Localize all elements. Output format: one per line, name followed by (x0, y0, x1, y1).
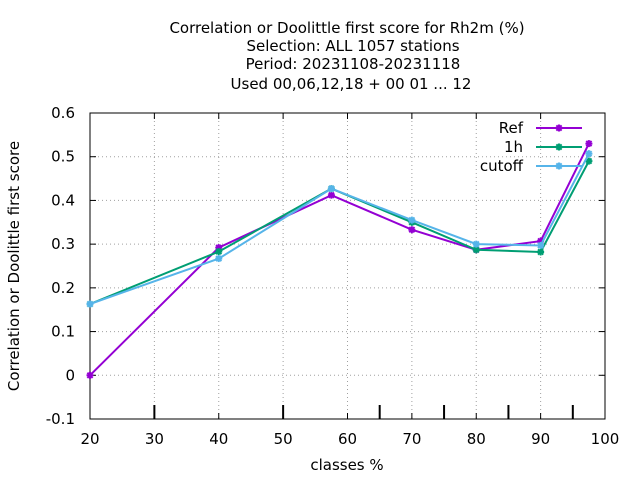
data-point-stroke (328, 185, 335, 192)
data-point (585, 157, 593, 165)
grid (90, 113, 605, 419)
data-point-stroke (408, 216, 416, 224)
data-point-stroke (472, 240, 480, 248)
data-point (86, 371, 94, 379)
x-axis-label: classes % (310, 456, 383, 474)
tick-labels: 20 30 40 50 60 70 80 90 100 -0.1 0 0.1 0.2 0.3 0.4 0.5 0… (46, 104, 620, 448)
data-point (537, 248, 545, 256)
x-tick-label: 20 (80, 430, 99, 448)
y-tick-label: -0.1 (46, 410, 75, 428)
data-point-stroke (585, 157, 593, 165)
title-line-4: Used 00,06,12,18 + 00 01 ... 12 (231, 75, 472, 93)
x-tick-label: 40 (209, 430, 228, 448)
data-point-stroke (585, 140, 593, 147)
y-axis-label: Correlation or Doolittle first score (5, 141, 23, 391)
data-point-stroke (555, 162, 563, 170)
axis-ticks (89, 112, 606, 420)
data-point (215, 248, 223, 256)
series-Ref (86, 140, 593, 379)
y-tick-label: 0.2 (51, 279, 75, 297)
data-point-stroke (537, 242, 544, 249)
data-point (585, 140, 593, 148)
data-point-stroke (328, 191, 335, 199)
title-line-1: Correlation or Doolittle first score for… (169, 19, 524, 37)
data-point-stroke (215, 255, 223, 262)
x-tick-label: 80 (467, 430, 486, 448)
series-cutoff (86, 150, 593, 308)
data-point (327, 191, 335, 199)
data-point-stroke (555, 143, 563, 151)
series-1h (86, 157, 593, 308)
data-point (472, 240, 480, 248)
data-point (86, 300, 94, 308)
x-tick-label: 30 (145, 430, 164, 448)
legend-label: 1h (504, 138, 523, 156)
x-tick-label: 70 (402, 430, 421, 448)
legend-label: Ref (499, 119, 524, 137)
legend-entry-cutoff: cutoff (480, 157, 582, 175)
data-point-stroke (215, 248, 223, 255)
series-line (89, 143, 590, 377)
x-tick-label: 100 (591, 430, 620, 448)
data-point-stroke (86, 371, 94, 379)
y-tick-label: 0.6 (51, 104, 75, 122)
y-tick-label: 0.5 (51, 148, 75, 166)
y-tick-label: 0 (65, 366, 75, 384)
data-point-stroke (472, 246, 480, 254)
title-line-3: Period: 20231108-20231118 (246, 55, 461, 73)
x-tick-label: 60 (338, 430, 357, 448)
plot-frame (89, 112, 606, 420)
x-tick-label: 50 (274, 430, 293, 448)
legend-entry-Ref: Ref (499, 119, 582, 137)
y-tick-label: 0.1 (51, 323, 75, 341)
y-tick-label: 0.4 (51, 191, 75, 209)
data-point (585, 150, 593, 158)
data-point-stroke (537, 248, 544, 256)
data-point (215, 255, 223, 263)
legend-entry-1h: 1h (504, 138, 582, 156)
data-point (408, 216, 416, 224)
data-point-stroke (555, 124, 563, 132)
legend-label: cutoff (480, 157, 524, 175)
chart-title: Correlation or Doolittle first score for… (169, 19, 524, 93)
series-group (86, 140, 593, 379)
data-point-stroke (408, 226, 416, 234)
data-point (408, 226, 416, 234)
data-point (537, 241, 545, 249)
y-tick-label: 0.3 (51, 235, 75, 253)
title-line-2: Selection: ALL 1057 stations (246, 37, 459, 55)
data-point (327, 185, 335, 193)
series-line (89, 153, 590, 305)
x-tick-label: 90 (531, 430, 550, 448)
data-point-stroke (86, 300, 94, 308)
data-point-stroke (585, 150, 593, 157)
series-line (89, 160, 590, 305)
